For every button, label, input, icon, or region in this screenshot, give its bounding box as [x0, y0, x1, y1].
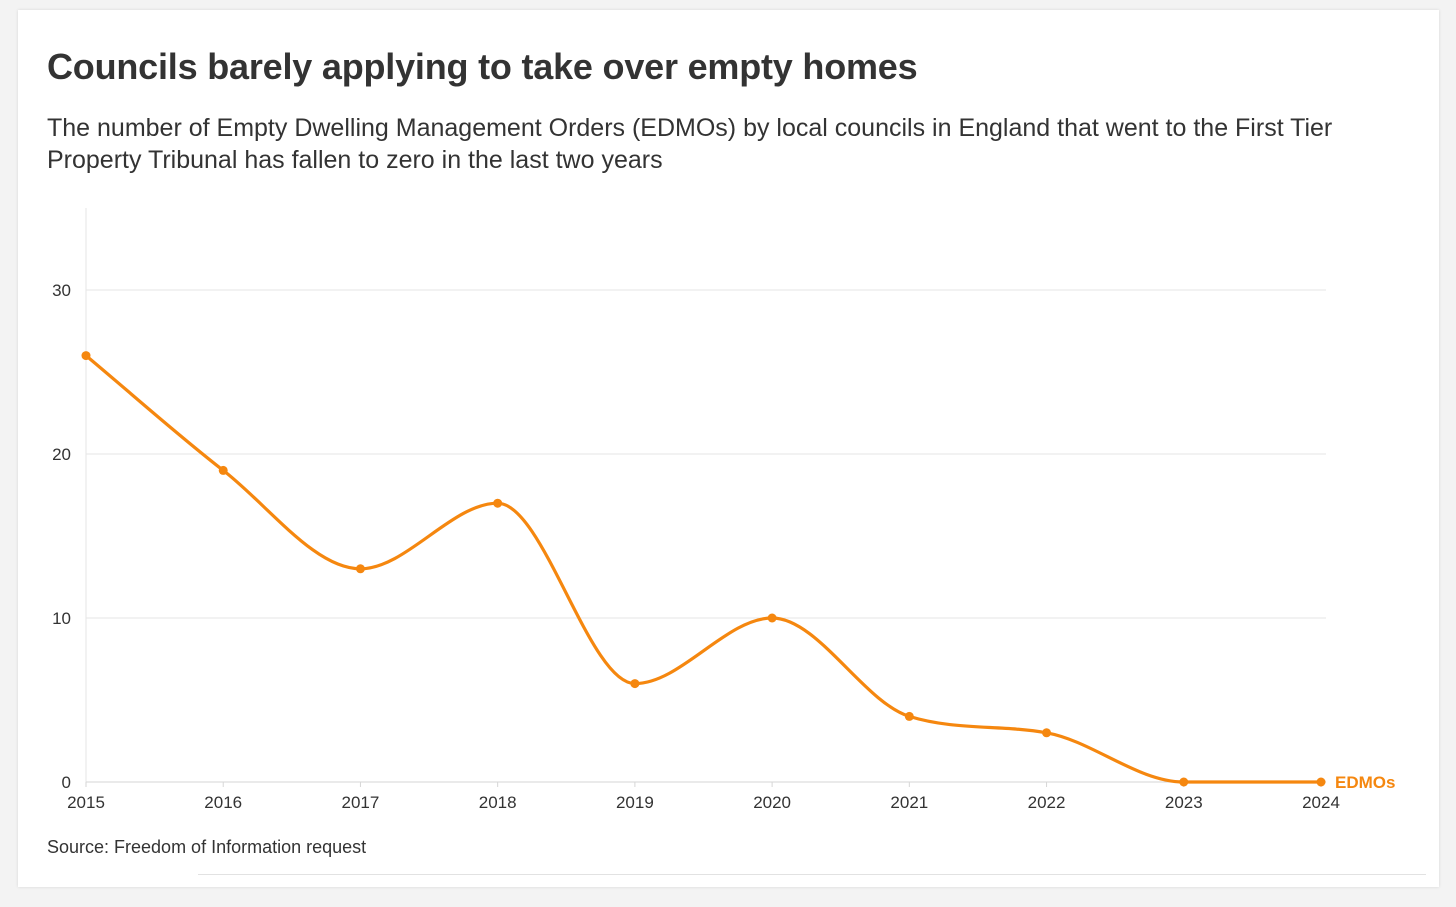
chart-card: [18, 10, 1439, 887]
series-label-edmos: EDMOs: [1335, 773, 1395, 792]
y-tick-labels: 0 10 20 30: [52, 281, 71, 792]
x-tick-label: 2018: [479, 793, 517, 812]
footer-divider: [198, 874, 1426, 875]
data-point: [630, 679, 640, 689]
data-point: [767, 613, 777, 623]
data-point: [904, 711, 914, 721]
x-tick-label: 2021: [890, 793, 928, 812]
series-edmos: EDMOs: [81, 351, 1395, 792]
y-tick-label: 0: [62, 773, 71, 792]
chart-subtitle: The number of Empty Dwelling Management …: [47, 114, 1333, 174]
x-tick-labels: 2015 2016 2017 2018 2019 2020 2021 2022 2023 2024: [67, 782, 1340, 812]
chart-source: Source: Freedom of Information request: [47, 837, 367, 857]
data-point: [218, 465, 228, 475]
x-tick-label: 2016: [204, 793, 242, 812]
x-tick-label: 2015: [67, 793, 105, 812]
chart-title: Councils barely applying to take over em…: [47, 46, 918, 87]
x-tick-label: 2017: [342, 793, 380, 812]
x-tick-label: 2022: [1028, 793, 1066, 812]
x-tick-label: 2023: [1165, 793, 1203, 812]
data-point: [1179, 777, 1189, 787]
data-point: [1042, 728, 1052, 738]
data-point: [1316, 777, 1326, 787]
gridlines: [86, 289, 1326, 619]
x-tick-label: 2020: [753, 793, 791, 812]
y-tick-label: 20: [52, 445, 71, 464]
x-tick-label: 2019: [616, 793, 654, 812]
y-tick-label: 10: [52, 609, 71, 628]
data-point: [355, 564, 365, 574]
y-tick-label: 30: [52, 281, 71, 300]
data-point: [81, 351, 91, 361]
series-line-edmos: [84, 354, 1323, 784]
data-point: [493, 498, 503, 508]
x-tick-label: 2024: [1302, 793, 1340, 812]
